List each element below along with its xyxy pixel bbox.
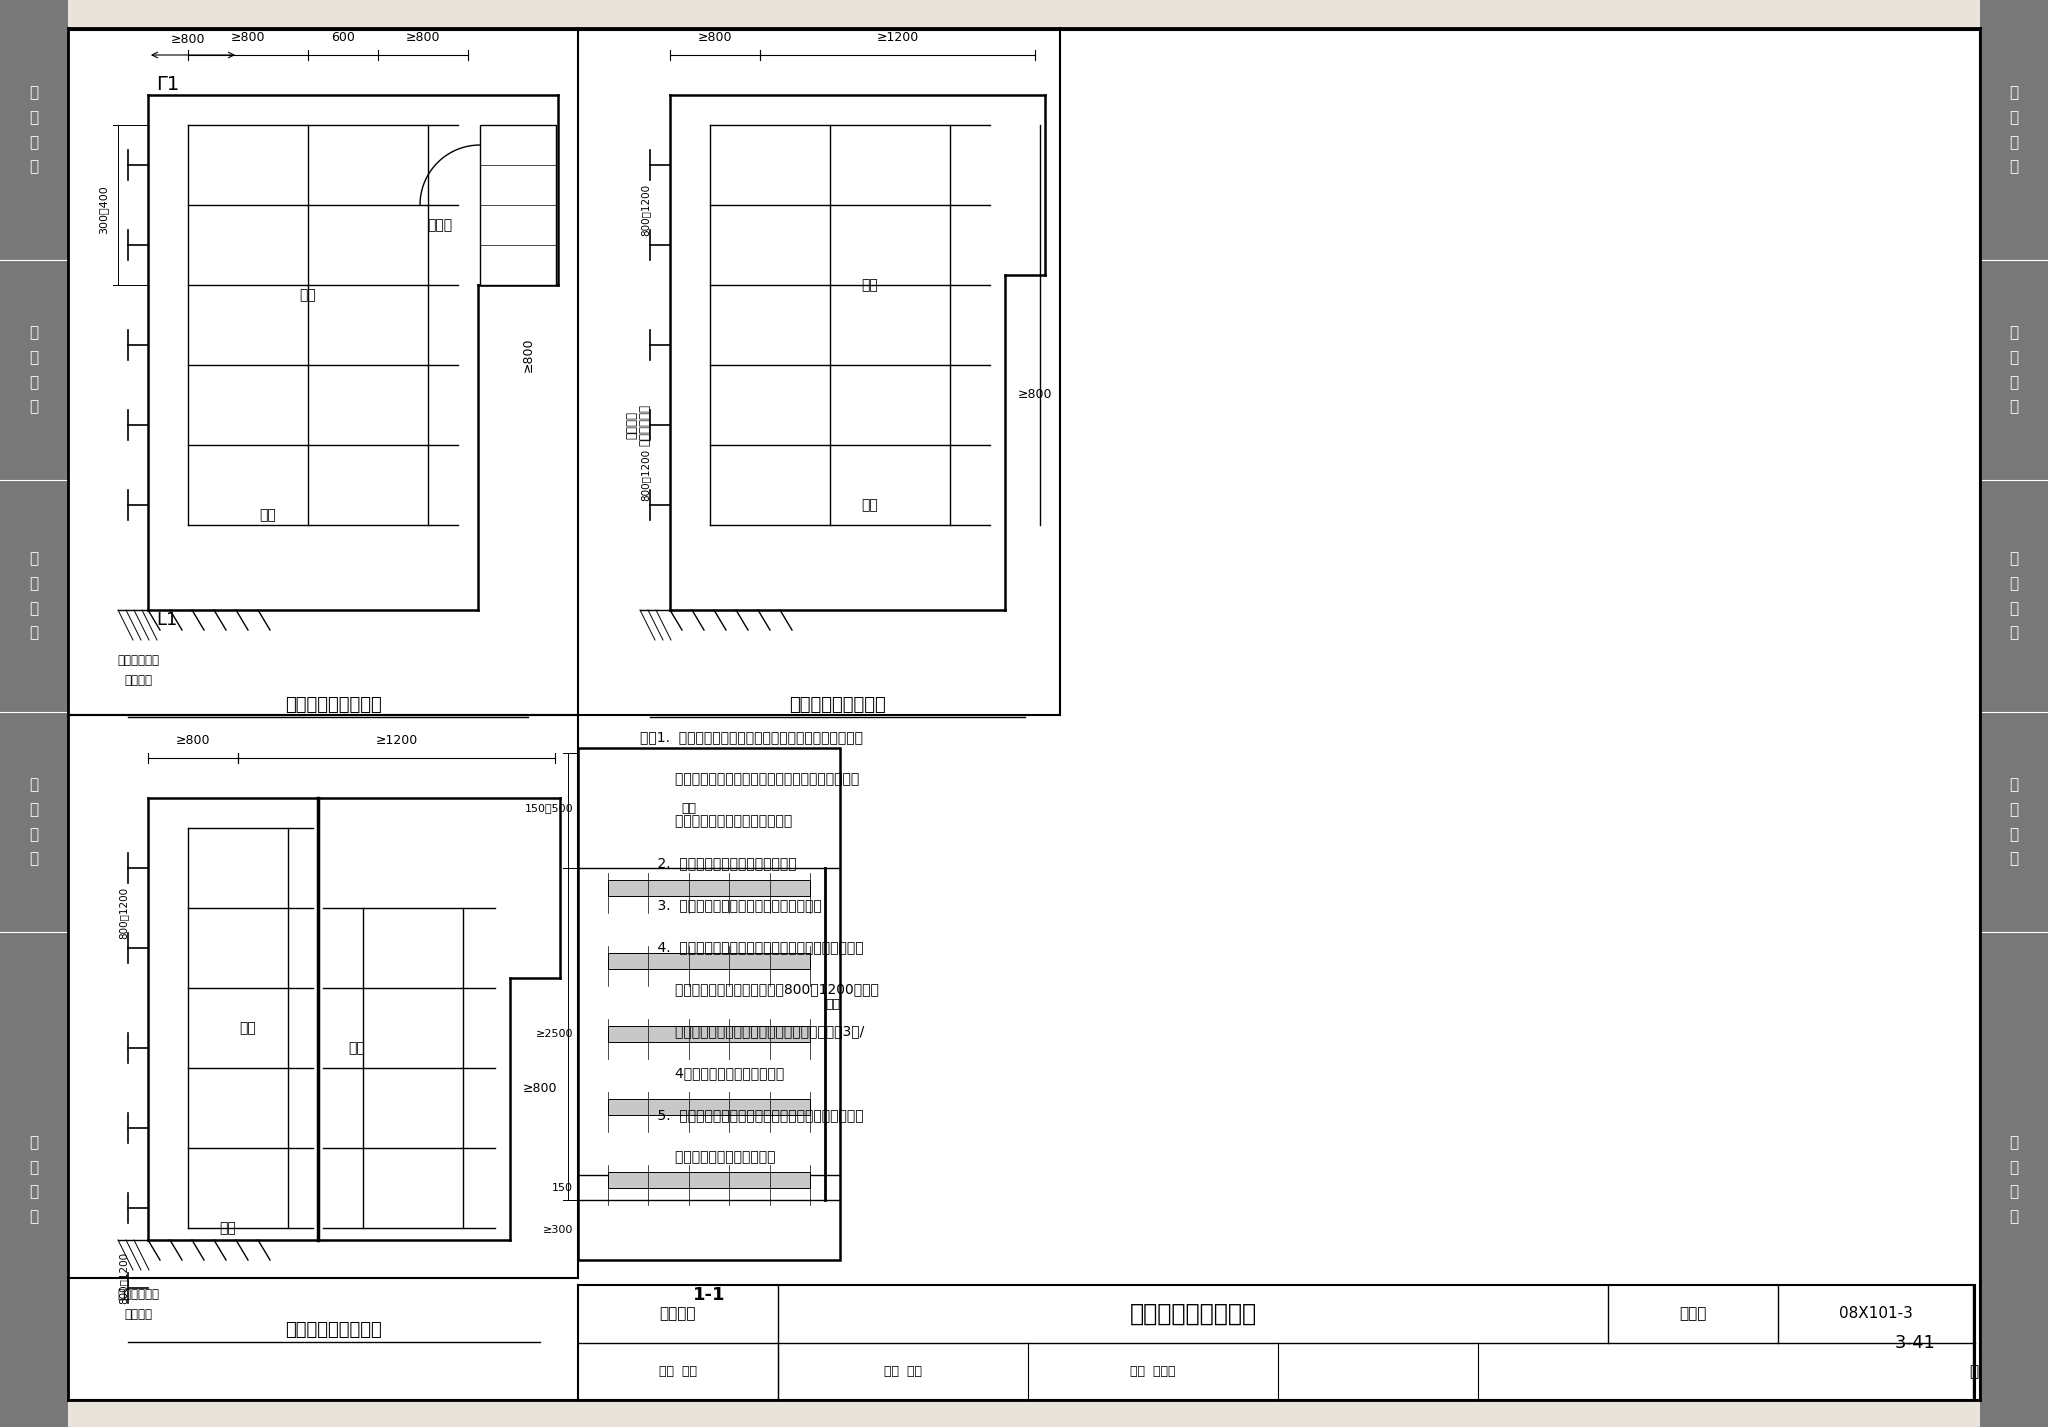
Text: 支柱: 支柱 (219, 1222, 236, 1234)
Text: ≥800: ≥800 (231, 31, 266, 44)
Text: 供
电
电
源: 供 电 电 源 (2009, 325, 2019, 414)
Text: 防
雷
接
地: 防 雷 接 地 (29, 1134, 39, 1224)
Text: ≥800: ≥800 (406, 31, 440, 44)
Bar (608, 1172, 811, 1189)
Text: ≥1200: ≥1200 (877, 31, 920, 44)
Text: ≥800: ≥800 (698, 31, 733, 44)
Text: 支柱: 支柱 (862, 498, 879, 512)
Text: 设
备
安
装: 设 备 安 装 (2009, 778, 2019, 866)
Text: 注：1.  不同电信业务经营者电（光）缆安装在各自的托臂: 注：1. 不同电信业务经营者电（光）缆安装在各自的托臂 (639, 731, 862, 743)
Bar (1980, 0, 2048, 1427)
Bar (608, 1026, 811, 1042)
Text: 机
房
工
程: 机 房 工 程 (29, 86, 39, 174)
Text: 进线间平面布置示例: 进线间平面布置示例 (1128, 1301, 1257, 1326)
Text: 800～1200: 800～1200 (639, 184, 649, 235)
Bar (0, 0, 68, 1427)
Text: ≥2500: ≥2500 (535, 1029, 573, 1039)
Text: 防
雷
接
地: 防 雷 接 地 (2009, 1134, 2019, 1224)
Text: 5.  电、光缆的规格、数量及进线预埋钢管的规格、数: 5. 电、光缆的规格、数量及进线预埋钢管的规格、数 (639, 1107, 864, 1122)
Text: 800～1200: 800～1200 (119, 888, 127, 939)
Text: 托臂: 托臂 (240, 1020, 256, 1035)
Text: 上，每个电信业务经营者用一排托臂，电信业务经: 上，每个电信业务经营者用一排托臂，电信业务经 (639, 772, 860, 786)
Text: 4.  多家电信业务经营者引入时，进线间的长度根据盘: 4. 多家电信业务经营者引入时，进线间的长度根据盘 (639, 940, 864, 955)
Text: 电、光缆进线: 电、光缆进线 (639, 404, 651, 447)
Text: ≥800: ≥800 (1018, 388, 1053, 401)
Text: 电、光缆进线: 电、光缆进线 (117, 1289, 160, 1301)
Text: L1: L1 (156, 611, 178, 629)
Text: 进线间布置示意图一: 进线间布置示意图一 (285, 696, 381, 714)
Text: 150: 150 (553, 1183, 573, 1193)
Text: 营者的数量根据工程需要确定。: 营者的数量根据工程需要确定。 (639, 813, 793, 828)
Text: 150～500: 150～500 (524, 803, 573, 813)
Text: 3-41: 3-41 (1894, 1333, 1935, 1351)
Text: 进线间布置示意图三: 进线间布置示意图三 (285, 1321, 383, 1339)
Text: ≥800: ≥800 (176, 733, 211, 746)
Text: 定，层高可根据托臂数计算及成端头（每托臂3根/: 定，层高可根据托臂数计算及成端头（每托臂3根/ (639, 1025, 864, 1037)
Text: 审核  张宜: 审核 张宜 (659, 1364, 696, 1377)
Text: ≥300: ≥300 (543, 1224, 573, 1234)
Text: ≥800: ≥800 (522, 1082, 557, 1095)
Text: 600: 600 (332, 31, 354, 44)
Text: 4根大容量光、电缆）确定。: 4根大容量光、电缆）确定。 (639, 1066, 784, 1080)
Text: 2.  托臂根据工程需要可分层设置。: 2. 托臂根据工程需要可分层设置。 (639, 856, 797, 870)
Text: 机
房
工
程: 机 房 工 程 (2009, 86, 2019, 174)
Text: 托臂: 托臂 (299, 288, 315, 303)
Text: 电、光缆进线: 电、光缆进线 (117, 654, 160, 666)
Text: Γ1: Γ1 (156, 76, 180, 94)
Text: 3.  托臂宽度及数量应根据工程要求确定。: 3. 托臂宽度及数量应根据工程要求确定。 (639, 898, 821, 912)
Text: 图集号: 图集号 (1679, 1306, 1706, 1321)
Text: 隔墙: 隔墙 (348, 1042, 365, 1055)
Text: 缆
线
敷
设: 缆 线 敷 设 (2009, 552, 2019, 641)
Text: 校对  孙兰: 校对 孙兰 (885, 1364, 922, 1377)
Text: 支柱: 支柱 (260, 508, 276, 522)
Text: 缆
线
敷
设: 缆 线 敷 设 (29, 552, 39, 641)
Text: 800～1200: 800～1200 (639, 450, 649, 501)
Text: 预埋钢管: 预埋钢管 (125, 1309, 152, 1321)
Bar (608, 953, 811, 969)
Text: 量及位置由工程设计确定。: 量及位置由工程设计确定。 (639, 1150, 776, 1164)
Text: 设
备
安
装: 设 备 安 装 (29, 778, 39, 866)
Text: ≥800: ≥800 (170, 33, 205, 46)
Text: 机房工程: 机房工程 (659, 1306, 696, 1321)
Text: ≥800: ≥800 (522, 338, 535, 372)
Text: 进线间布置示意图二: 进线间布置示意图二 (788, 696, 887, 714)
Bar (578, 1284, 1974, 1400)
Bar (608, 880, 811, 896)
Text: 300～400: 300～400 (98, 186, 109, 234)
Text: 供
电
电
源: 供 电 电 源 (29, 325, 39, 414)
Text: 800～1200: 800～1200 (119, 1251, 127, 1304)
Text: 预埋钢管: 预埋钢管 (625, 411, 639, 440)
Bar (578, 748, 840, 1260)
Text: ≥1200: ≥1200 (375, 733, 418, 746)
Text: 留光缆数、电缆的容量（每列800～1200对）确: 留光缆数、电缆的容量（每列800～1200对）确 (639, 982, 879, 996)
Text: 托臂: 托臂 (825, 997, 840, 1010)
Text: 预埋钢管: 预埋钢管 (125, 674, 152, 686)
Text: 托臂: 托臂 (862, 278, 879, 293)
Text: 1-1: 1-1 (692, 1286, 725, 1304)
Text: 08X101-3: 08X101-3 (1839, 1306, 1913, 1321)
Bar (479, 126, 555, 285)
Text: 支柱: 支柱 (682, 802, 696, 815)
Bar (608, 1099, 811, 1114)
Text: 设计  矢立形: 设计 矢立形 (1130, 1364, 1176, 1377)
Text: 配线柜: 配线柜 (428, 218, 453, 233)
Text: 页: 页 (1970, 1364, 1978, 1378)
